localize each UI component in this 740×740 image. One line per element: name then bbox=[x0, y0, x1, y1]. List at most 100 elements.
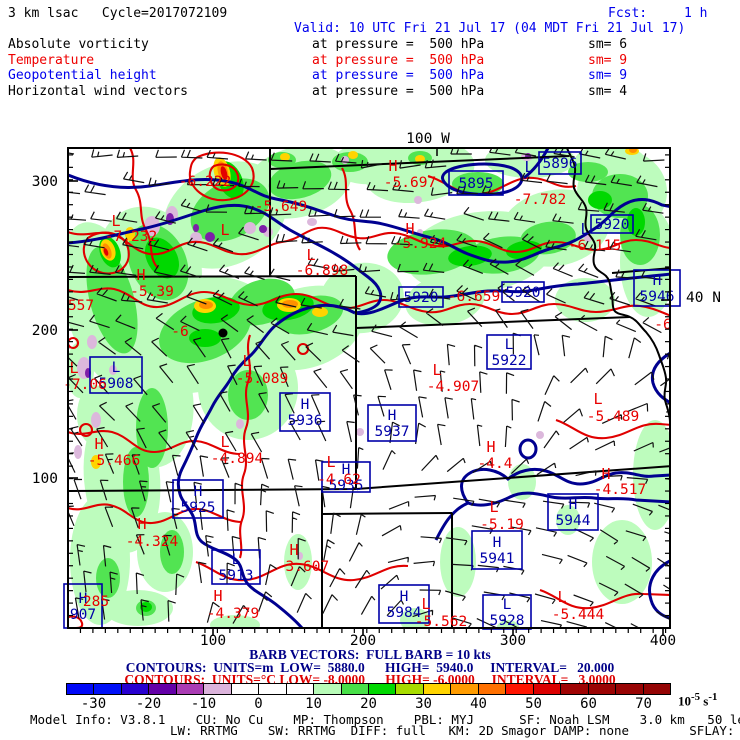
temp-extremum-label: -5.649 bbox=[255, 199, 307, 215]
colorbar-cell bbox=[616, 684, 644, 694]
svg-text:5946: 5946 bbox=[640, 289, 675, 305]
svg-text:H: H bbox=[388, 157, 397, 175]
colorbar-cell bbox=[643, 684, 670, 694]
svg-text:5941: 5941 bbox=[480, 551, 515, 567]
svg-text:H: H bbox=[342, 462, 351, 478]
svg-text:H: H bbox=[94, 435, 103, 453]
svg-text:-6.222: -6.222 bbox=[179, 174, 231, 190]
colorbar-cell bbox=[149, 684, 177, 694]
height-center-label: 5895 bbox=[448, 170, 504, 196]
colorbar-tick-label: 50 bbox=[525, 696, 542, 712]
height-center-label: 5896 L bbox=[524, 151, 582, 176]
svg-text:H: H bbox=[289, 541, 298, 559]
colorbar-cell bbox=[314, 684, 342, 694]
latitude-label: 40 N bbox=[686, 290, 721, 306]
x-axis-tick-label: 300 bbox=[500, 633, 526, 649]
temp-extremum-label: L-6.898 bbox=[296, 246, 348, 279]
colorbar-cell bbox=[478, 684, 507, 694]
temp-extremum-label: L-5.489 bbox=[587, 390, 639, 425]
height-contours-legend: CONTOURS: UNITS=m LOW= 5880.0 HIGH= 5940… bbox=[125, 660, 615, 675]
svg-text:L: L bbox=[432, 361, 441, 379]
svg-text:-6.659: -6.659 bbox=[448, 289, 500, 305]
svg-text:L: L bbox=[242, 352, 251, 370]
field-name: Temperature bbox=[8, 52, 95, 68]
temp-extremum-label: -6.222 bbox=[179, 174, 231, 190]
colorbar-tick-label: 70 bbox=[635, 696, 652, 712]
svg-text:5896: 5896 bbox=[543, 156, 578, 172]
svg-text:H: H bbox=[213, 587, 222, 605]
axis-labels: 300 200 100 100 200 300 400 bbox=[32, 174, 676, 649]
svg-text:L: L bbox=[489, 498, 498, 516]
temp-extremum-label: -6 bbox=[171, 324, 188, 340]
svg-text:H: H bbox=[653, 273, 662, 289]
temp-extremum-label: -7.782 bbox=[514, 192, 566, 208]
forecast-hour-value: 1 h bbox=[684, 6, 708, 21]
svg-text:-4.894: -4.894 bbox=[211, 451, 264, 467]
colorbar-tick-label: -10 bbox=[190, 696, 217, 712]
svg-text:557: 557 bbox=[68, 298, 94, 314]
field-sm: sm= 6 bbox=[588, 37, 628, 52]
colorbar-cell bbox=[423, 684, 452, 694]
temp-extremum-label: L-7.232 bbox=[105, 212, 157, 245]
temp-extremum-label: H-5.39 bbox=[130, 266, 174, 300]
temp-extremum-label: -6.115 bbox=[569, 238, 621, 254]
temp-extremum-label: H-4.517 bbox=[594, 465, 646, 498]
colorbar-cell bbox=[451, 684, 479, 694]
temp-extremum-label: H-4.379 bbox=[207, 587, 259, 622]
svg-text:-6.898: -6.898 bbox=[296, 263, 348, 279]
svg-text:L: L bbox=[580, 220, 589, 238]
colorbar-cell bbox=[176, 684, 205, 694]
svg-text:5937: 5937 bbox=[375, 424, 410, 440]
svg-text:-7.232: -7.232 bbox=[105, 229, 157, 245]
longitude-label: 100 W bbox=[406, 131, 450, 147]
svg-text:H: H bbox=[601, 465, 610, 483]
field-sm: sm= 9 bbox=[588, 52, 628, 68]
svg-text:H: H bbox=[79, 591, 88, 607]
svg-text:-7.06: -7.06 bbox=[63, 377, 107, 393]
svg-text:-4.62: -4.62 bbox=[317, 472, 361, 488]
colorbar-cell bbox=[231, 684, 260, 694]
colorbar-cell bbox=[286, 684, 315, 694]
svg-text:L: L bbox=[111, 212, 120, 230]
colorbar-cell bbox=[67, 684, 95, 694]
colorbar-cell bbox=[533, 684, 562, 694]
svg-text:907: 907 bbox=[70, 607, 96, 623]
svg-text:H: H bbox=[486, 438, 495, 456]
svg-text:5920: 5920 bbox=[404, 290, 439, 306]
colorbar-tick-label: -30 bbox=[80, 696, 107, 712]
height-center-label: 5920 bbox=[398, 286, 444, 308]
valid-time-line: Valid: 10 UTC Fri 21 Jul 17 (04 MDT Fri … bbox=[294, 21, 686, 36]
y-axis-tick-label: 200 bbox=[32, 323, 58, 339]
svg-text:5936: 5936 bbox=[288, 413, 323, 429]
svg-text:-5.697: -5.697 bbox=[384, 175, 436, 191]
svg-text:5908: 5908 bbox=[99, 376, 134, 392]
colorbar-cell bbox=[368, 684, 397, 694]
temp-extremum-label: L-4.62 bbox=[317, 453, 361, 488]
colorbar-cell bbox=[204, 684, 232, 694]
svg-text:L: L bbox=[232, 552, 241, 568]
svg-text:5944: 5944 bbox=[556, 513, 591, 529]
svg-text:L: L bbox=[524, 158, 533, 176]
svg-text:-4.379: -4.379 bbox=[207, 606, 259, 622]
field-pressure: at pressure = 500 hPa bbox=[312, 52, 485, 68]
temp-extremum-label: 285 bbox=[83, 594, 109, 610]
temp-extremum-label: L-5.089 bbox=[236, 352, 288, 387]
field-pressure: at pressure = 500 hPa bbox=[312, 83, 485, 99]
svg-text:L: L bbox=[503, 597, 512, 613]
colorbar-cell bbox=[259, 684, 287, 694]
svg-text:5935: 5935 bbox=[329, 478, 364, 494]
svg-text:-5.19: -5.19 bbox=[480, 517, 524, 533]
colorbar-cell bbox=[94, 684, 122, 694]
temp-extremum-label: L-5.19 bbox=[480, 498, 524, 533]
